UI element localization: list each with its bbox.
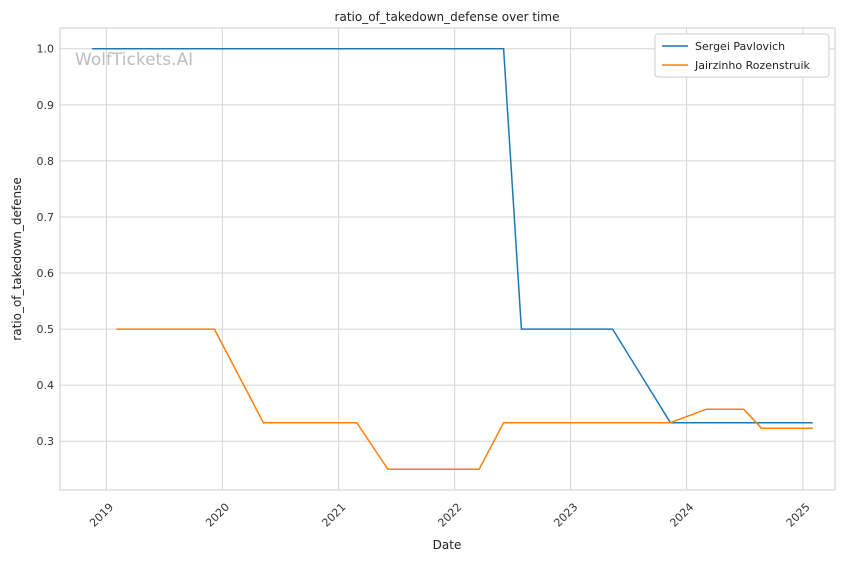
legend-label: Jairzinho Rozenstruik	[694, 59, 811, 72]
x-axis-title: Date	[433, 538, 462, 552]
y-tick-label: 0.3	[37, 435, 55, 448]
y-axis-title: ratio_of_takedown_defense	[10, 177, 24, 340]
chart-title: ratio_of_takedown_defense over time	[335, 10, 560, 24]
x-tick-label: 2020	[203, 501, 232, 530]
legend: Sergei Pavlovich Jairzinho Rozenstruik	[654, 33, 830, 78]
plot-area	[59, 27, 836, 491]
legend-box	[654, 33, 830, 78]
x-tick-label: 2023	[551, 501, 580, 530]
x-tick-label: 2022	[435, 501, 464, 530]
series-layer	[92, 47, 813, 471]
y-tick-label: 1.0	[37, 43, 55, 56]
x-tick-label: 2024	[667, 501, 696, 530]
y-tick-label: 0.9	[37, 99, 55, 112]
x-tick-label: 2021	[319, 501, 348, 530]
y-tick-label: 0.7	[37, 211, 55, 224]
y-tick-label: 0.5	[37, 323, 55, 336]
y-tick-label: 0.8	[37, 155, 55, 168]
watermark: WolfTickets.AI	[75, 50, 193, 70]
x-tick-label: 2019	[87, 501, 116, 530]
x-axis-ticks: 2019 2020 2021 2022 2023 2024 2025	[87, 501, 813, 530]
y-tick-label: 0.6	[37, 267, 55, 280]
grid	[60, 28, 835, 490]
x-tick-label: 2025	[784, 501, 813, 530]
y-axis-ticks: 0.3 0.4 0.5 0.6 0.7 0.8 0.9 1.0	[37, 43, 55, 448]
series-line-0	[92, 47, 813, 424]
y-tick-label: 0.4	[37, 379, 55, 392]
legend-label: Sergei Pavlovich	[695, 40, 785, 53]
series-line-1	[116, 328, 813, 471]
